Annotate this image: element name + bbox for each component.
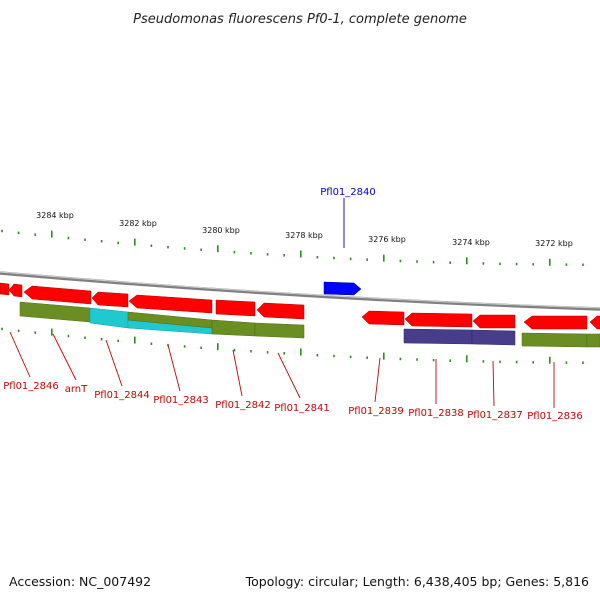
gene-label-pfl01-2842[interactable]: Pfl01_2842 — [215, 400, 271, 411]
genome-backbone — [0, 271, 600, 311]
gene-label-pfl01-2841[interactable]: Pfl01_2841 — [274, 403, 330, 414]
accession-footer: Accession: NC_007492 — [9, 574, 151, 589]
kbp-label-3278: 3278 kbp — [285, 231, 323, 240]
genome-summary-footer: Topology: circular; Length: 6,438,405 bp… — [245, 574, 589, 589]
gene-label-pfl01-2840[interactable]: Pfl01_2840 — [320, 187, 376, 198]
gene-label-arnt[interactable]: arnT — [65, 384, 88, 395]
cds-arrow[interactable] — [23, 285, 92, 305]
cds-arrow-pfl01-2840[interactable] — [323, 281, 362, 296]
kbp-label-3276: 3276 kbp — [368, 235, 406, 244]
gene-label-pfl01-2843[interactable]: Pfl01_2843 — [153, 395, 209, 406]
cds-arrow[interactable] — [0, 282, 10, 296]
gene-label-pfl01-2846[interactable]: Pfl01_2846 — [3, 381, 59, 392]
feature-green-segment[interactable] — [19, 301, 91, 323]
feature-purple-segment[interactable] — [403, 328, 473, 345]
feature-track — [19, 301, 600, 348]
feature-green-segment[interactable] — [211, 319, 256, 337]
gene-label-pfl01-2836[interactable]: Pfl01_2836 — [527, 411, 583, 422]
cds-arrow[interactable] — [589, 315, 600, 330]
gene-label-pfl01-2837[interactable]: Pfl01_2837 — [467, 410, 523, 421]
feature-green-segment[interactable] — [586, 333, 600, 348]
genome-title: Pseudomonas fluorescens Pf0-1, complete … — [133, 12, 467, 27]
gene-label-pfl01-2838[interactable]: Pfl01_2838 — [408, 408, 464, 419]
cds-arrow[interactable] — [8, 283, 23, 298]
cds-arrow[interactable] — [472, 314, 516, 329]
cds-arrow[interactable] — [361, 310, 405, 326]
kbp-scale-labels: 3284 kbp 3282 kbp 3280 kbp 3278 kbp 3276… — [36, 211, 573, 248]
kbp-label-3272: 3272 kbp — [535, 239, 573, 248]
cds-arrow[interactable] — [215, 299, 256, 317]
cds-track — [0, 281, 600, 330]
kbp-label-3284: 3284 kbp — [36, 211, 74, 220]
kbp-label-3274: 3274 kbp — [452, 238, 490, 247]
scale-ticks-top — [1, 229, 584, 266]
feature-green-segment[interactable] — [254, 322, 305, 339]
feature-cyan-segment[interactable] — [89, 307, 129, 329]
cds-arrow[interactable] — [256, 302, 305, 320]
gene-label-pfl01-2844[interactable]: Pfl01_2844 — [94, 390, 150, 401]
cds-arrow[interactable] — [523, 315, 588, 330]
gene-leader-lines — [9, 198, 555, 408]
feature-purple-segment[interactable] — [471, 329, 516, 346]
cds-arrow[interactable] — [404, 312, 473, 328]
cds-arrow[interactable] — [91, 291, 129, 308]
cds-arrow[interactable] — [128, 294, 213, 314]
kbp-label-3282: 3282 kbp — [119, 219, 157, 228]
gene-labels: Pfl01_2846 arnT Pfl01_2844 Pfl01_2843 Pf… — [3, 187, 583, 422]
gene-label-pfl01-2839[interactable]: Pfl01_2839 — [348, 406, 404, 417]
kbp-label-3280: 3280 kbp — [202, 226, 240, 235]
feature-green-segment[interactable] — [521, 332, 588, 348]
